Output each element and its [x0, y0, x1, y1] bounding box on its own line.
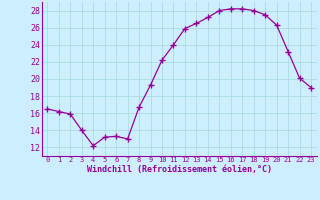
- X-axis label: Windchill (Refroidissement éolien,°C): Windchill (Refroidissement éolien,°C): [87, 165, 272, 174]
